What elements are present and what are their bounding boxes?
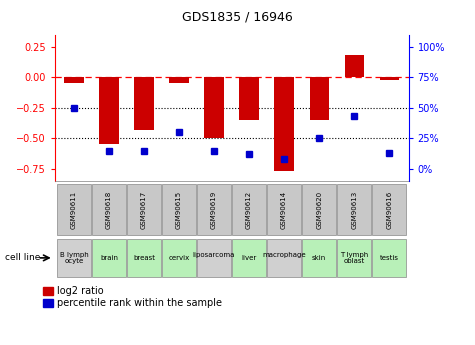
Text: breast: breast — [133, 255, 155, 261]
Bar — [64, 77, 84, 83]
FancyBboxPatch shape — [197, 239, 231, 277]
FancyBboxPatch shape — [92, 184, 126, 235]
FancyBboxPatch shape — [372, 239, 406, 277]
Text: cervix: cervix — [168, 255, 190, 261]
FancyBboxPatch shape — [267, 239, 301, 277]
Text: GSM90619: GSM90619 — [211, 190, 217, 229]
FancyBboxPatch shape — [92, 239, 126, 277]
Bar — [344, 55, 364, 77]
FancyBboxPatch shape — [337, 239, 371, 277]
FancyBboxPatch shape — [302, 184, 336, 235]
Text: GSM90615: GSM90615 — [176, 190, 182, 229]
FancyBboxPatch shape — [127, 184, 161, 235]
Bar — [134, 77, 153, 130]
Text: liposarcoma: liposarcoma — [193, 252, 235, 264]
FancyBboxPatch shape — [232, 239, 266, 277]
FancyBboxPatch shape — [302, 239, 336, 277]
Text: GSM90620: GSM90620 — [316, 190, 322, 229]
FancyBboxPatch shape — [372, 184, 406, 235]
Bar — [275, 77, 294, 171]
Text: GSM90614: GSM90614 — [281, 190, 287, 229]
Text: testis: testis — [380, 255, 399, 261]
FancyBboxPatch shape — [57, 184, 91, 235]
Bar — [239, 77, 259, 120]
FancyBboxPatch shape — [57, 239, 91, 277]
Bar — [99, 77, 119, 145]
Text: GSM90612: GSM90612 — [246, 190, 252, 229]
Bar — [310, 77, 329, 120]
Text: brain: brain — [100, 255, 118, 261]
Text: T lymph
oblast: T lymph oblast — [340, 252, 368, 264]
FancyBboxPatch shape — [197, 184, 231, 235]
Legend: log2 ratio, percentile rank within the sample: log2 ratio, percentile rank within the s… — [43, 286, 222, 308]
Text: macrophage: macrophage — [262, 252, 306, 264]
Text: GSM90616: GSM90616 — [386, 190, 392, 229]
Text: B lymph
ocyte: B lymph ocyte — [59, 252, 88, 264]
Text: GSM90611: GSM90611 — [71, 190, 77, 229]
Text: GSM90618: GSM90618 — [106, 190, 112, 229]
FancyBboxPatch shape — [232, 184, 266, 235]
Bar — [170, 77, 189, 83]
FancyBboxPatch shape — [162, 184, 196, 235]
Bar — [380, 77, 399, 80]
FancyBboxPatch shape — [162, 239, 196, 277]
Text: GDS1835 / 16946: GDS1835 / 16946 — [182, 10, 293, 23]
FancyBboxPatch shape — [127, 239, 161, 277]
FancyBboxPatch shape — [267, 184, 301, 235]
Text: GSM90613: GSM90613 — [351, 190, 357, 229]
Text: cell line: cell line — [5, 253, 40, 263]
Bar — [204, 77, 224, 138]
FancyBboxPatch shape — [337, 184, 371, 235]
Text: liver: liver — [241, 255, 256, 261]
Text: GSM90617: GSM90617 — [141, 190, 147, 229]
Text: skin: skin — [312, 255, 326, 261]
